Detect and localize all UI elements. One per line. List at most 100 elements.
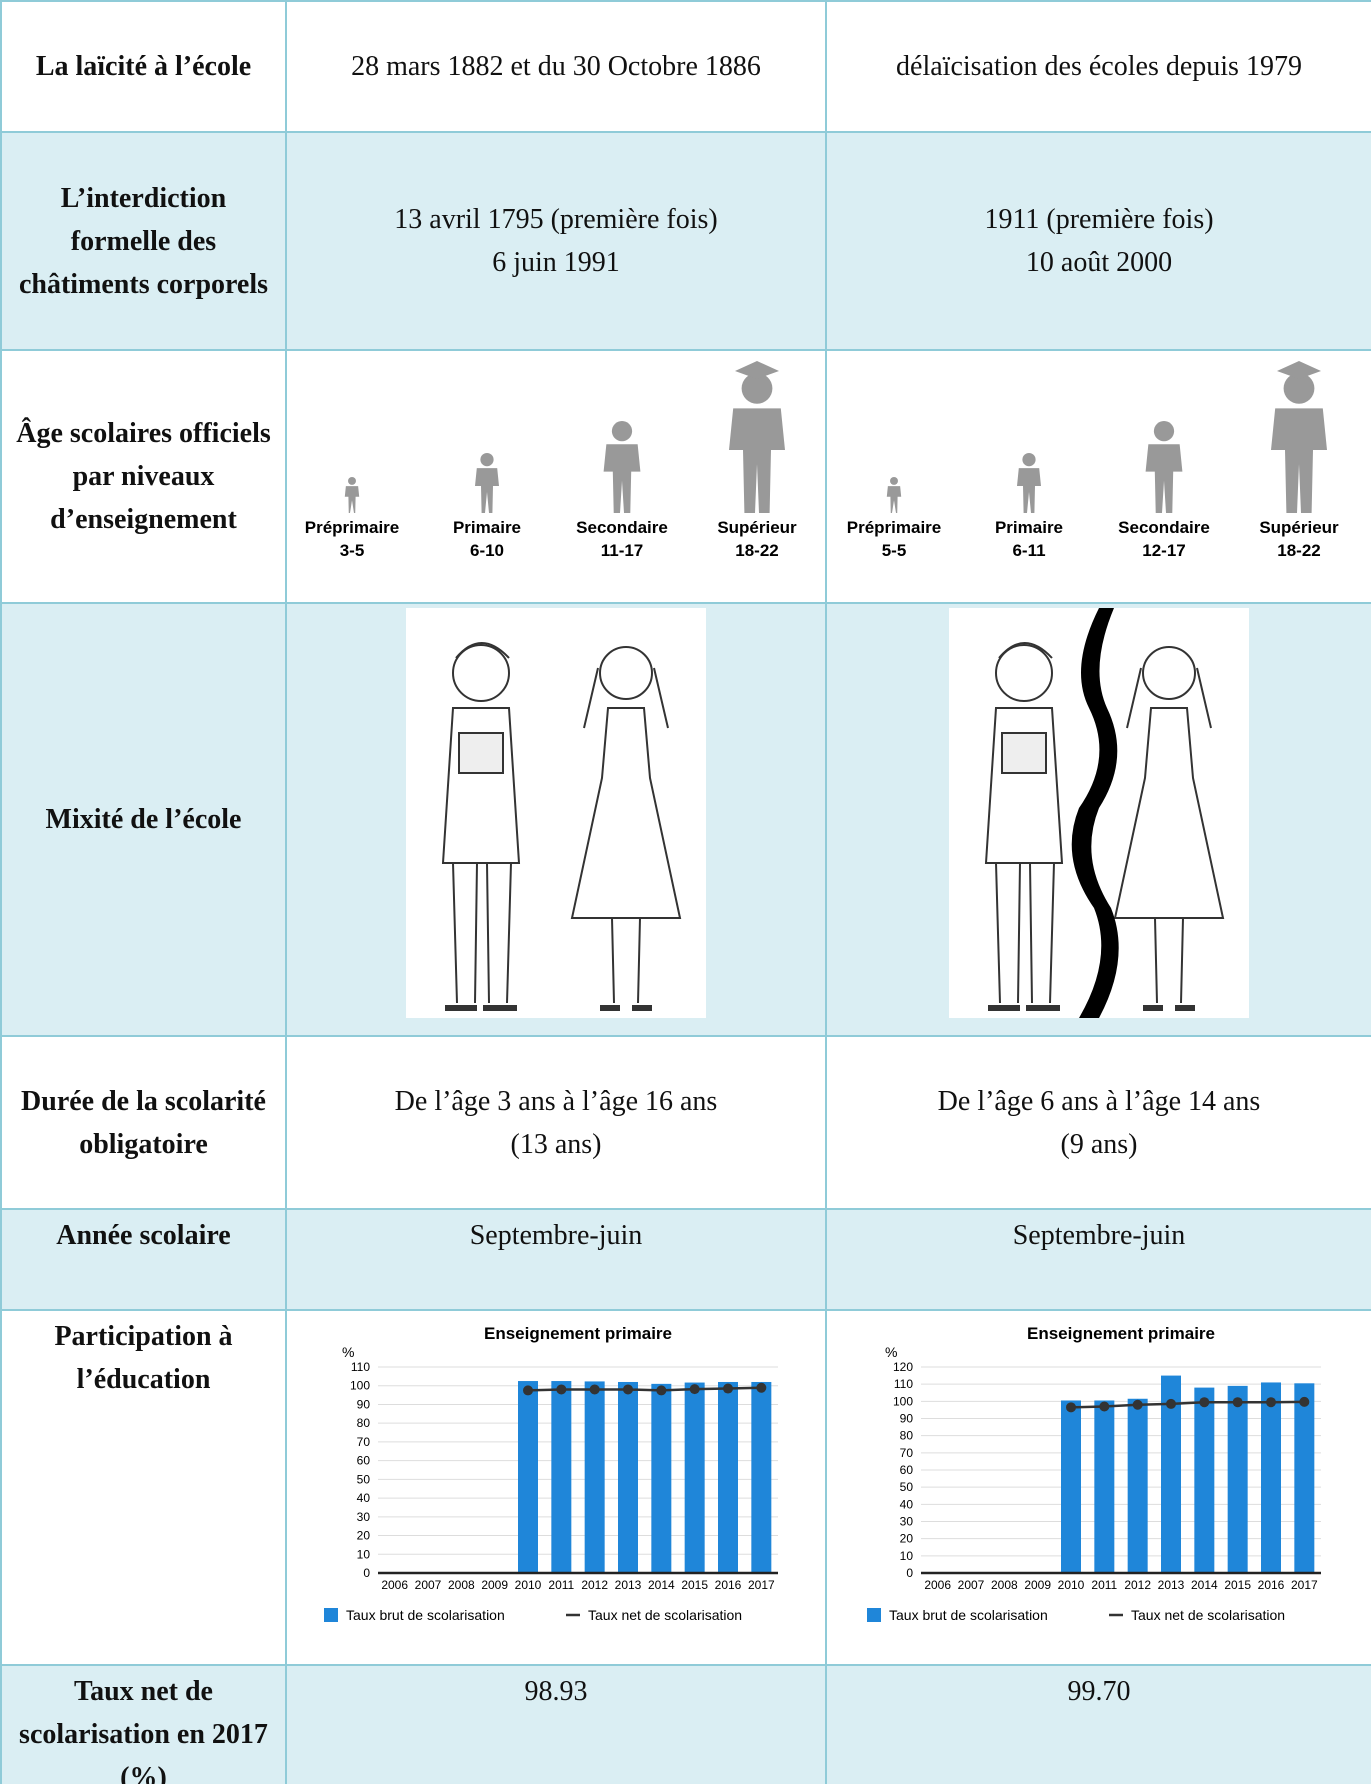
y-tick-label: 40 [357, 1491, 371, 1505]
table-cell: délaïcisation des écoles depuis 1979 [825, 0, 1371, 133]
chart: Enseignement primaire% 0 10 20 30 40 50 60 70 80 9… [867, 1324, 1321, 1623]
cell-line: De l’âge 6 ans à l’âge 14 ans [937, 1085, 1261, 1117]
table-row: Année scolaire Septembre-juin Septembre-ju… [0, 1208, 1371, 1311]
bar [684, 1382, 705, 1573]
divider [1071, 608, 1119, 1018]
chart-title: Enseignement primaire [484, 1324, 672, 1343]
x-tick-label: 2014 [648, 1578, 675, 1592]
cell-line: 13 avril 1795 (première fois) [394, 204, 718, 235]
cell-line: Septembre-juin [1012, 1220, 1186, 1251]
table-row: Durée de la scolarité obligatoire De l’âg… [0, 1035, 1371, 1210]
cell-line: délaïcisation des écoles depuis 1979 [896, 51, 1302, 82]
table-cell: Septembre-juin [285, 1208, 827, 1311]
y-tick-label: 70 [900, 1446, 914, 1460]
x-tick-label: 2010 [1058, 1578, 1085, 1592]
y-tick-label: 10 [900, 1549, 914, 1563]
bar [584, 1381, 605, 1573]
x-tick-label: 2011 [548, 1578, 574, 1592]
row-header: Taux net de scolarisation en 2017 (%) [0, 1664, 287, 1784]
line-point [1066, 1402, 1076, 1413]
bar [1194, 1387, 1215, 1573]
x-tick-label: 2016 [1258, 1578, 1285, 1592]
y-unit: % [342, 1344, 354, 1360]
y-tick-label: 80 [900, 1429, 914, 1443]
icon-body [886, 486, 902, 513]
table-cell: Préprimaire 5-5 Primaire 6-11 Secondaire 12-1… [825, 349, 1371, 604]
x-tick-label: 2008 [448, 1578, 475, 1592]
person-icon [1271, 361, 1327, 513]
bar [1294, 1383, 1315, 1573]
cell-line: Septembre-juin [469, 1220, 643, 1251]
person-icon [344, 477, 360, 513]
line-point [1132, 1399, 1143, 1410]
row-header: L’interdiction formelle des châtiments c… [0, 131, 287, 351]
level-name: Primaire [995, 518, 1063, 537]
cell-line: 99.70 [1067, 1676, 1131, 1707]
x-tick-label: 2012 [1124, 1578, 1151, 1592]
x-tick-label: 2012 [581, 1578, 608, 1592]
table-row: Âge scolaires officiels par niveaux d’en… [0, 349, 1371, 604]
cell-line: 98.93 [524, 1676, 588, 1707]
row-header: Durée de la scolarité obligatoire [0, 1035, 287, 1210]
line-point [623, 1384, 633, 1395]
y-tick-label: 80 [357, 1416, 371, 1430]
level-ages: 11-17 [601, 541, 644, 560]
x-tick-label: 2017 [1291, 1578, 1318, 1592]
icon-head [890, 477, 898, 485]
x-tick-label: 2017 [748, 1578, 775, 1592]
legend-swatch [324, 1608, 338, 1622]
person-icon [1017, 453, 1041, 513]
row-header: Participation à l’éducation [0, 1309, 287, 1666]
table-cell: Septembre-juin [825, 1208, 1371, 1311]
table-cell: Préprimaire 3-5 Primaire 6-10 Secondaire 11-1… [285, 349, 827, 604]
icon-head [348, 477, 356, 485]
cell-line: (13 ans) [510, 1128, 602, 1160]
icon-body [344, 486, 360, 513]
bar [751, 1381, 772, 1573]
level-ages: 6-10 [470, 541, 504, 560]
y-tick-label: 110 [351, 1360, 370, 1374]
x-tick-label: 2016 [715, 1578, 742, 1592]
y-tick-label: 110 [894, 1377, 913, 1391]
y-tick-label: 90 [900, 1412, 914, 1426]
icon-body [1017, 468, 1041, 513]
cell-line: 28 mars 1882 et du 30 Octobre 1886 [351, 51, 761, 82]
level-name: Secondaire [1118, 518, 1210, 537]
person-icon [1145, 421, 1183, 513]
line [1070, 1400, 1305, 1409]
person-icon [475, 453, 499, 513]
level-ages: 18-22 [1277, 541, 1320, 560]
row-header: Mixité de l’école [0, 602, 287, 1037]
bar [1261, 1382, 1281, 1573]
line [527, 1386, 762, 1392]
level-name: Préprimaire [305, 518, 400, 537]
y-tick-label: 100 [350, 1379, 370, 1393]
x-tick-label: 2008 [991, 1578, 1018, 1592]
legend-label: Taux net de scolarisation [588, 1607, 742, 1623]
cell-line: 10 août 2000 [1025, 247, 1173, 278]
x-tick-label: 2006 [924, 1578, 951, 1592]
y-tick-label: 50 [900, 1480, 914, 1494]
level-ages: 18-22 [735, 541, 778, 560]
y-tick-label: 60 [900, 1463, 914, 1477]
table-row: Mixité de l’école [0, 602, 1371, 1037]
row-header: Année scolaire [0, 1208, 287, 1311]
table-row: Participation à l’éducation Enseignement … [0, 1309, 1371, 1666]
legend-label: Taux brut de scolarisation [889, 1607, 1048, 1623]
y-tick-label: 70 [357, 1435, 371, 1449]
table-cell [825, 602, 1371, 1037]
cell-line: 1911 (première fois) [984, 204, 1214, 235]
line-point [1232, 1397, 1243, 1408]
level-name: Supérieur [717, 518, 797, 537]
x-tick-label: 2015 [1224, 1578, 1251, 1592]
chart-title: Enseignement primaire [1027, 1324, 1215, 1343]
level-ages: 12-17 [1142, 541, 1185, 560]
level-name: Supérieur [1259, 518, 1339, 537]
icon-head [1022, 453, 1036, 467]
table-cell: Enseignement primaire% 0 10 20 30 40 50 60 70 80 9… [285, 1309, 827, 1666]
bar [618, 1381, 638, 1573]
bar [1161, 1375, 1181, 1573]
table-cell [285, 602, 827, 1037]
